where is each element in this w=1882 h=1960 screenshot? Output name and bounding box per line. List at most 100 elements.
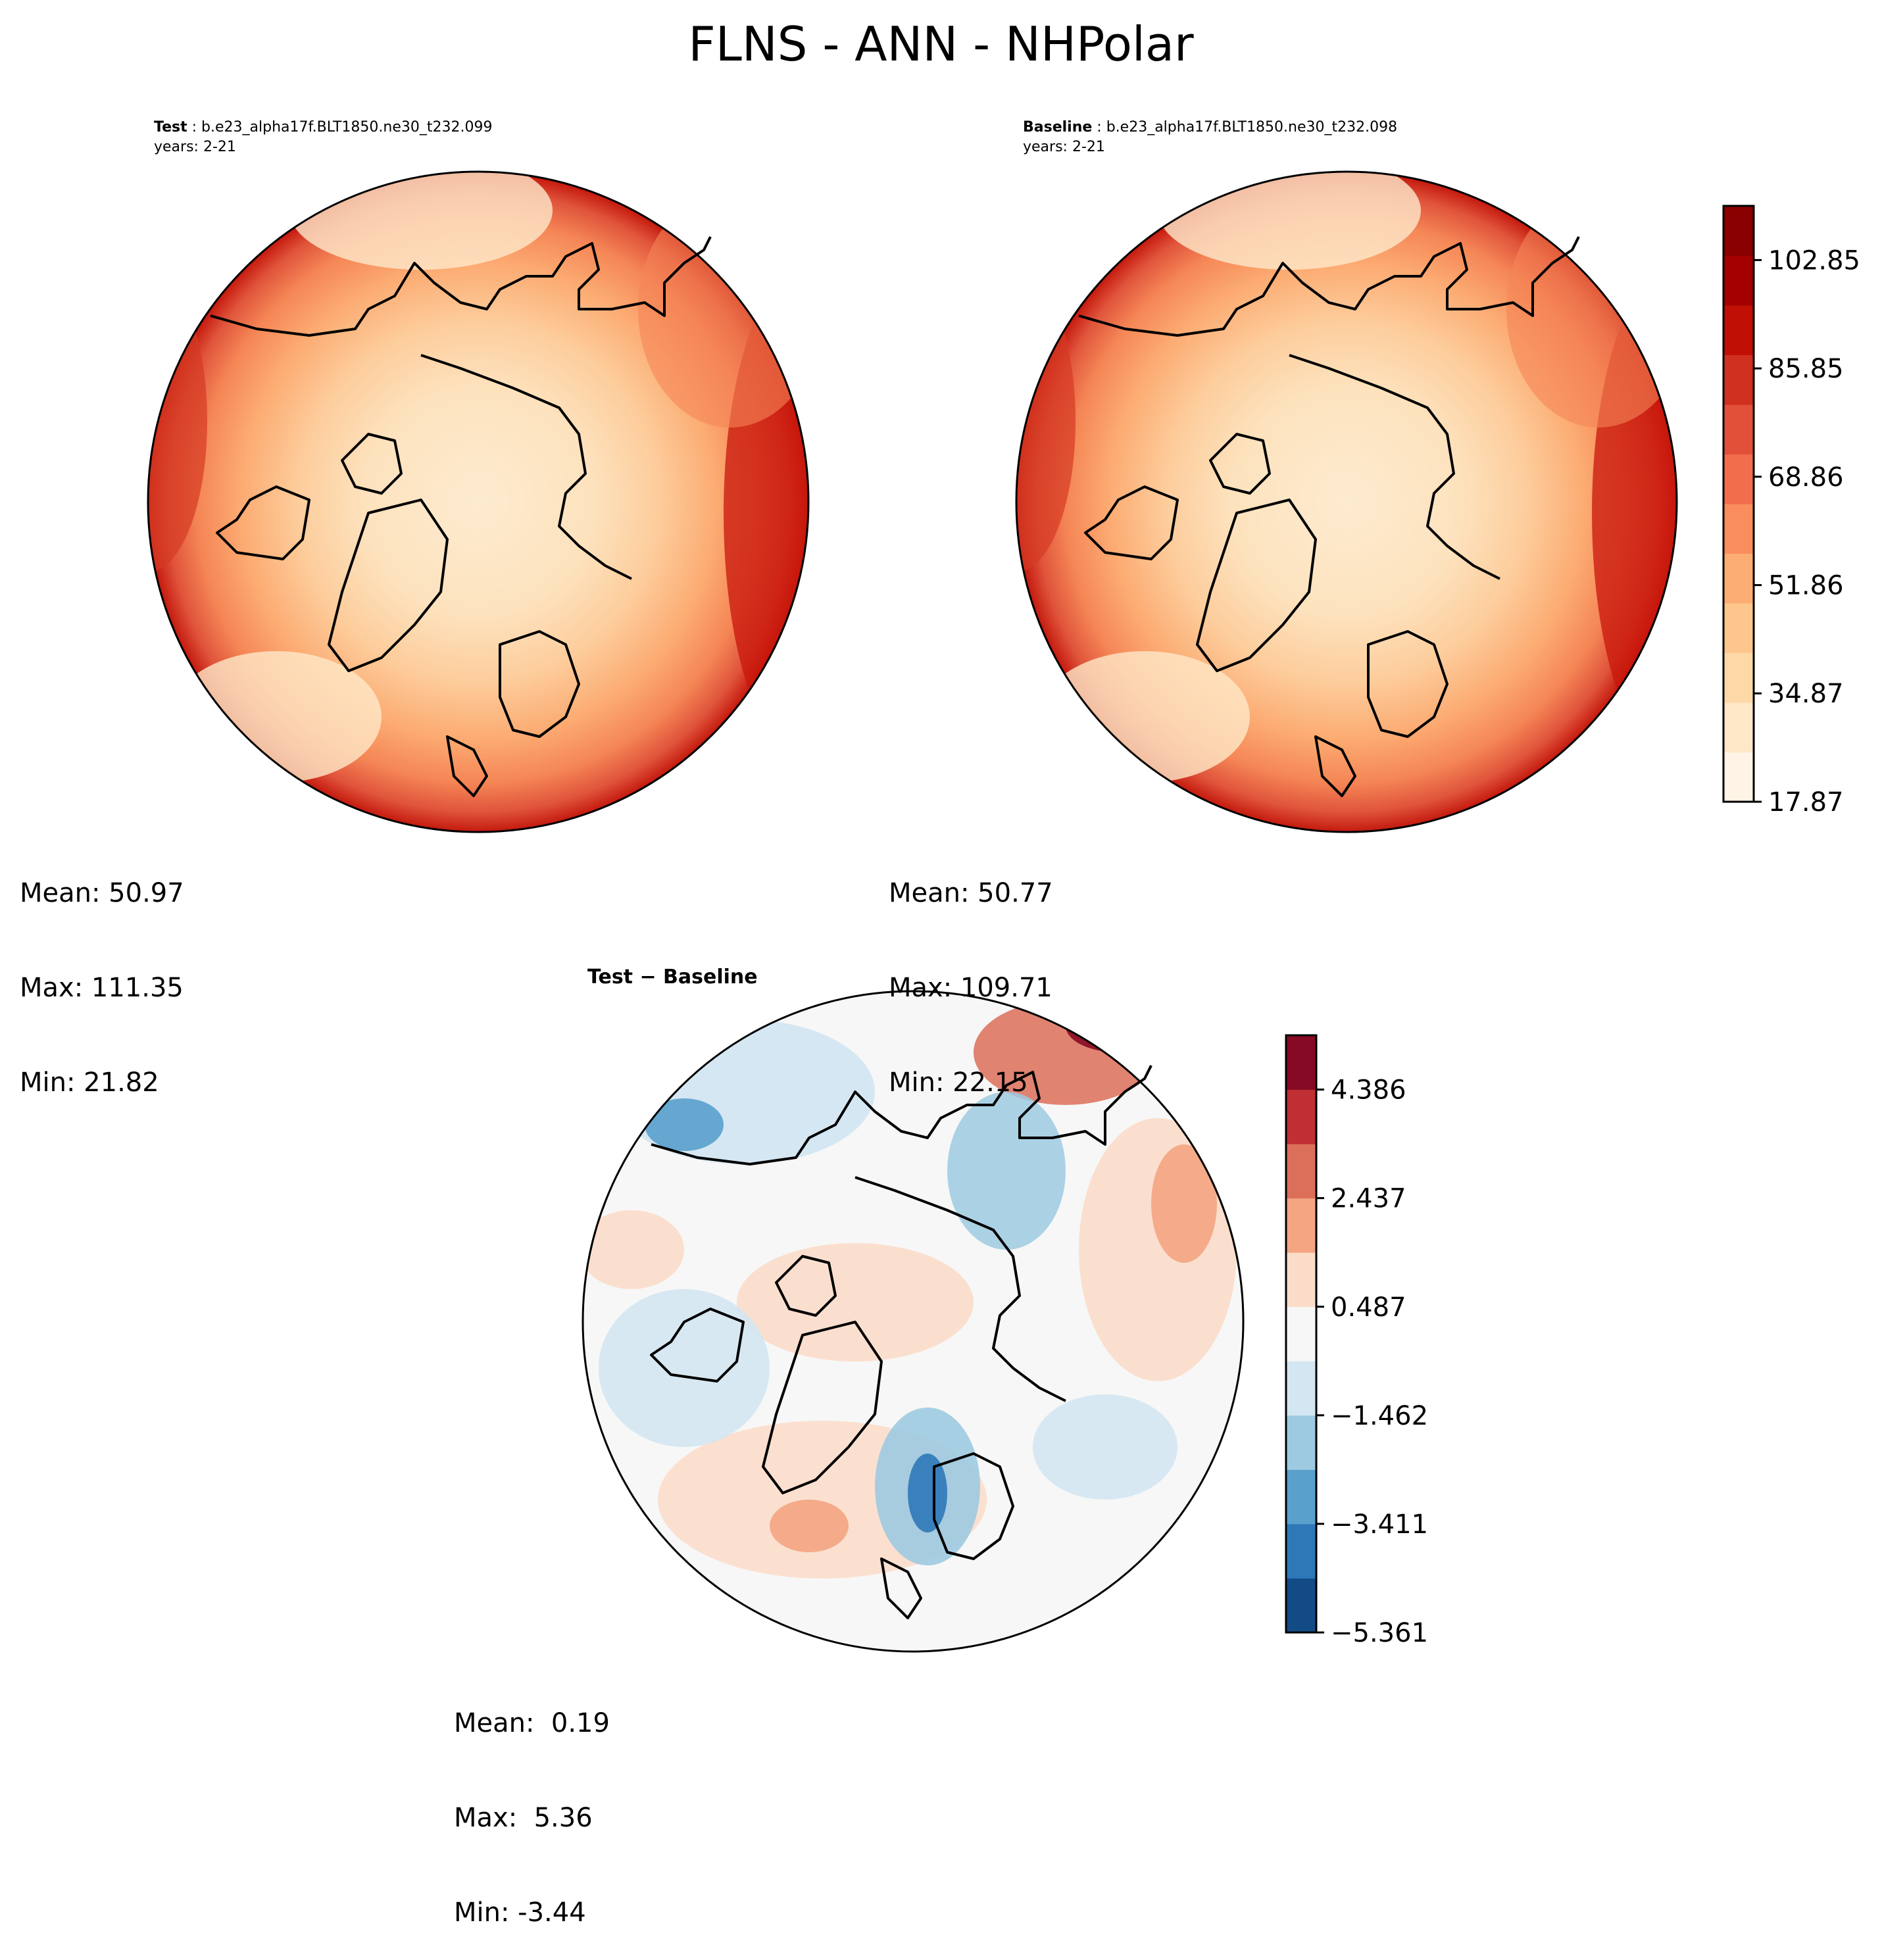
diff-field-west-pos bbox=[583, 1210, 684, 1289]
baseline-coast-siberia bbox=[1078, 236, 1580, 337]
diff-colorbar-tick-label: 2.437 bbox=[1331, 1184, 1406, 1214]
test-max: Max: 111.35 bbox=[20, 973, 184, 1003]
baseline-mean: Mean: 50.77 bbox=[889, 878, 1053, 908]
baseline-coast-greenland bbox=[1196, 499, 1317, 672]
diff-coast-siberia bbox=[651, 1065, 1152, 1165]
figure-canvas: 17.87 34.87 51.86 68.86 85.85 102.85 −5.361 −3… bbox=[147, 170, 1860, 1653]
diff-field-west-neg bbox=[599, 1289, 770, 1447]
main-colorbar-segment bbox=[1723, 702, 1754, 752]
diff-field-east-pos bbox=[1079, 1118, 1237, 1381]
test-panel-title: Test : b.e23_alpha17f.BLT1850.ne30_t232.… bbox=[154, 118, 492, 137]
test-sep: : bbox=[187, 119, 202, 135]
main-colorbar-tick-label: 85.85 bbox=[1768, 354, 1844, 384]
baseline-min: Min: 22.15 bbox=[889, 1067, 1028, 1098]
figure-title: FLNS - ANN - NHPolar bbox=[688, 16, 1194, 72]
test-map bbox=[147, 170, 810, 833]
main-colorbar-frame bbox=[1722, 205, 1755, 803]
diff-colorbar-segment bbox=[1286, 1089, 1316, 1144]
baseline-coast-hudson bbox=[1084, 485, 1179, 560]
diff-colorbar-tick-label: −5.361 bbox=[1331, 1618, 1428, 1648]
diff-field-nw-neg bbox=[612, 1019, 875, 1164]
diff-stats: Mean: 0.19 Max: 5.36 Min: -3.44 bbox=[454, 1644, 610, 1960]
diff-colorbar: −5.361 −3.411 −1.462 0.487 2.437 4.386 bbox=[1285, 1034, 1428, 1648]
main-colorbar-tick-label: 51.86 bbox=[1768, 571, 1844, 601]
main-colorbar-segment bbox=[1723, 305, 1754, 355]
diff-coast-scandinavia bbox=[933, 1452, 1014, 1560]
baseline-coast-islands bbox=[1209, 433, 1271, 495]
diff-panel-title: Test − Baseline bbox=[587, 966, 758, 989]
baseline-sep: : bbox=[1092, 119, 1106, 135]
baseline-label: Baseline bbox=[1023, 119, 1093, 135]
test-coast-greenland bbox=[328, 499, 449, 672]
test-coastlines bbox=[210, 236, 712, 797]
test-field-n-low bbox=[289, 172, 553, 270]
baseline-coast-britain bbox=[1314, 735, 1356, 797]
main-colorbar-segment bbox=[1723, 255, 1754, 306]
test-label: Test bbox=[154, 119, 187, 135]
main-colorbar-segment bbox=[1723, 553, 1754, 604]
baseline-max: Max: 109.71 bbox=[889, 973, 1052, 1003]
diff-map-frame bbox=[582, 990, 1245, 1653]
diff-max: Max: 5.36 bbox=[454, 1803, 593, 1833]
diff-colorbar-tick-label: −3.411 bbox=[1331, 1509, 1428, 1540]
diff-coast-greenland bbox=[762, 1321, 883, 1494]
diff-field-center-pos bbox=[737, 1243, 974, 1361]
diff-map bbox=[582, 990, 1245, 1653]
diff-colorbar-tick-label: −1.462 bbox=[1331, 1401, 1428, 1431]
main-colorbar-segment bbox=[1723, 603, 1754, 653]
baseline-coast-scandinavia bbox=[1367, 630, 1449, 738]
diff-mean: Mean: 0.19 bbox=[454, 1708, 610, 1738]
test-map-frame bbox=[147, 170, 810, 833]
diff-field-ne-peak bbox=[1066, 1000, 1171, 1052]
test-coast-hudson bbox=[216, 485, 310, 560]
diff-coast-islands bbox=[775, 1255, 837, 1317]
diff-colorbar-segment bbox=[1286, 1523, 1316, 1579]
test-mean: Mean: 50.97 bbox=[20, 878, 184, 908]
test-min: Min: 21.82 bbox=[20, 1067, 159, 1098]
diff-colorbar-segment bbox=[1286, 1469, 1316, 1525]
diff-colorbar-segment bbox=[1286, 1035, 1316, 1090]
diff-colorbar-segment bbox=[1286, 1578, 1316, 1633]
diff-field-se-neg bbox=[1033, 1394, 1177, 1500]
baseline-case: b.e23_alpha17f.BLT1850.ne30_t232.098 bbox=[1106, 119, 1398, 135]
main-colorbar: 17.87 34.87 51.86 68.86 85.85 102.85 bbox=[1722, 205, 1860, 818]
baseline-map-frame bbox=[1015, 170, 1678, 833]
test-coast-east bbox=[420, 354, 632, 580]
main-colorbar-segment bbox=[1723, 454, 1754, 504]
main-colorbar-tick-label: 68.86 bbox=[1768, 462, 1844, 493]
diff-min: Min: -3.44 bbox=[454, 1898, 586, 1928]
diff-field-nw-neg-core bbox=[645, 1098, 724, 1151]
test-coast-islands bbox=[341, 433, 403, 495]
diff-colorbar-segment bbox=[1286, 1198, 1316, 1253]
diff-colorbar-frame bbox=[1285, 1034, 1318, 1634]
baseline-years: years: 2-21 bbox=[1023, 139, 1105, 155]
baseline-panel-title: Baseline : b.e23_alpha17f.BLT1850.ne30_t… bbox=[1023, 118, 1397, 137]
main-colorbar-tick-label: 102.85 bbox=[1768, 245, 1860, 276]
baseline-coastlines bbox=[1078, 236, 1580, 797]
diff-colorbar-tick-label: 0.487 bbox=[1331, 1292, 1406, 1323]
baseline-field-n-low bbox=[1158, 172, 1421, 270]
diff-field-south-pos-core bbox=[770, 1500, 849, 1552]
test-coast-scandinavia bbox=[499, 630, 580, 738]
diff-colorbar-tick-label: 4.386 bbox=[1331, 1075, 1406, 1106]
diff-colorbar-segment bbox=[1286, 1144, 1316, 1199]
test-stats: Mean: 50.97 Max: 111.35 Min: 21.82 bbox=[20, 814, 184, 1130]
diff-field-east-pos-core bbox=[1151, 1144, 1217, 1263]
test-coast-britain bbox=[446, 735, 488, 797]
main-colorbar-segment bbox=[1723, 206, 1754, 256]
baseline-map bbox=[1015, 170, 1678, 833]
diff-coast-britain bbox=[880, 1557, 922, 1619]
main-colorbar-segment bbox=[1723, 652, 1754, 703]
main-colorbar-segment bbox=[1723, 504, 1754, 554]
baseline-stats: Mean: 50.77 Max: 109.71 Min: 22.15 bbox=[889, 814, 1053, 1130]
main-colorbar-tick-label: 17.87 bbox=[1768, 787, 1844, 818]
diff-colorbar-segment bbox=[1286, 1306, 1316, 1361]
main-colorbar-segment bbox=[1723, 404, 1754, 454]
main-colorbar-tick-label: 34.87 bbox=[1768, 679, 1844, 709]
test-years: years: 2-21 bbox=[154, 139, 236, 155]
diff-field-south-neg-core bbox=[908, 1454, 947, 1532]
diff-colorbar-segment bbox=[1286, 1361, 1316, 1416]
main-colorbar-segment bbox=[1723, 752, 1754, 802]
diff-field-n-neg bbox=[947, 1092, 1066, 1250]
diff-colorbar-segment bbox=[1286, 1415, 1316, 1470]
